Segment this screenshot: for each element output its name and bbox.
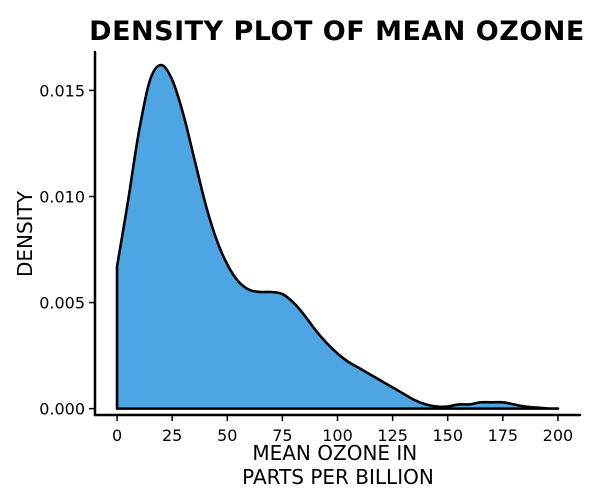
- x-tick-label: 150: [432, 426, 463, 445]
- x-axis-title-line-1: MEAN OZONE IN: [252, 441, 417, 465]
- ticks: 0 25 50 75 100 125 150 175 200 0.000 0.005 0.010 0.0…: [39, 81, 573, 445]
- x-axis-title-line-2: PARTS PER BILLION: [242, 465, 434, 489]
- x-tick-label: 200: [543, 426, 574, 445]
- x-tick-label: 175: [488, 426, 519, 445]
- x-tick-label: 75: [272, 426, 292, 445]
- x-tick-label: 50: [217, 426, 237, 445]
- y-axis-title: DENSITY: [13, 190, 37, 277]
- chart-title: DENSITY PLOT OF MEAN OZONE: [89, 16, 585, 47]
- plot-area: [115, 63, 560, 410]
- density-area: [115, 63, 560, 410]
- y-tick-label: 0.010: [39, 187, 85, 206]
- y-tick-label: 0.015: [39, 81, 85, 100]
- x-tick-label: 100: [322, 426, 353, 445]
- x-axis-title: MEAN OZONE IN PARTS PER BILLION: [242, 441, 434, 489]
- x-tick-label: 25: [162, 426, 182, 445]
- x-tick-label: 0: [112, 426, 122, 445]
- y-tick-label: 0.005: [39, 294, 85, 313]
- y-tick-label: 0.000: [39, 400, 85, 419]
- x-tick-label: 125: [377, 426, 408, 445]
